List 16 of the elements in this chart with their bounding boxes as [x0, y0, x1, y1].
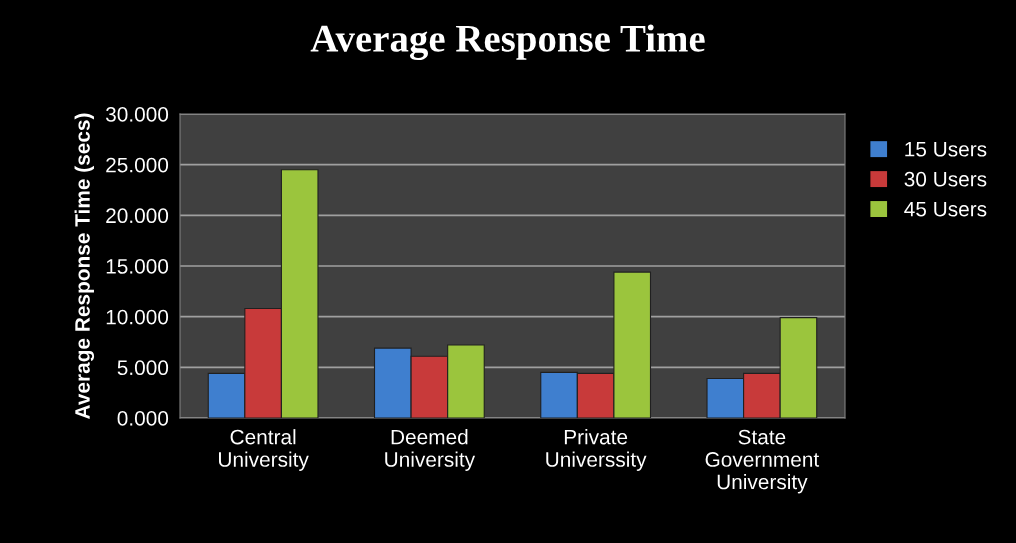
x-tick-label: State Government University: [705, 429, 820, 494]
y-tick-label: 25.000: [106, 157, 169, 173]
y-tick-label: 0.000: [117, 411, 169, 426]
y-axis-title: Average Response Time (secs): [74, 113, 95, 419]
x-tick-label: Central University: [219, 429, 309, 471]
y-tick-label: 30.000: [105, 107, 169, 122]
y-tick-label: 10.000: [106, 309, 169, 325]
y-tick-label: 5.000: [117, 360, 169, 376]
legend-label: 30 Users: [904, 171, 987, 187]
x-tick-label: Deemed University: [385, 429, 476, 471]
x-tick-label: Private Universsity: [546, 429, 647, 471]
y-tick-label: 20.000: [106, 208, 169, 224]
y-tick-label: 15.000: [106, 259, 169, 274]
chart-title: Average Response Time: [310, 24, 705, 61]
legend-label: 15 Users: [905, 142, 987, 157]
legend-label: 45 Users: [904, 201, 987, 217]
